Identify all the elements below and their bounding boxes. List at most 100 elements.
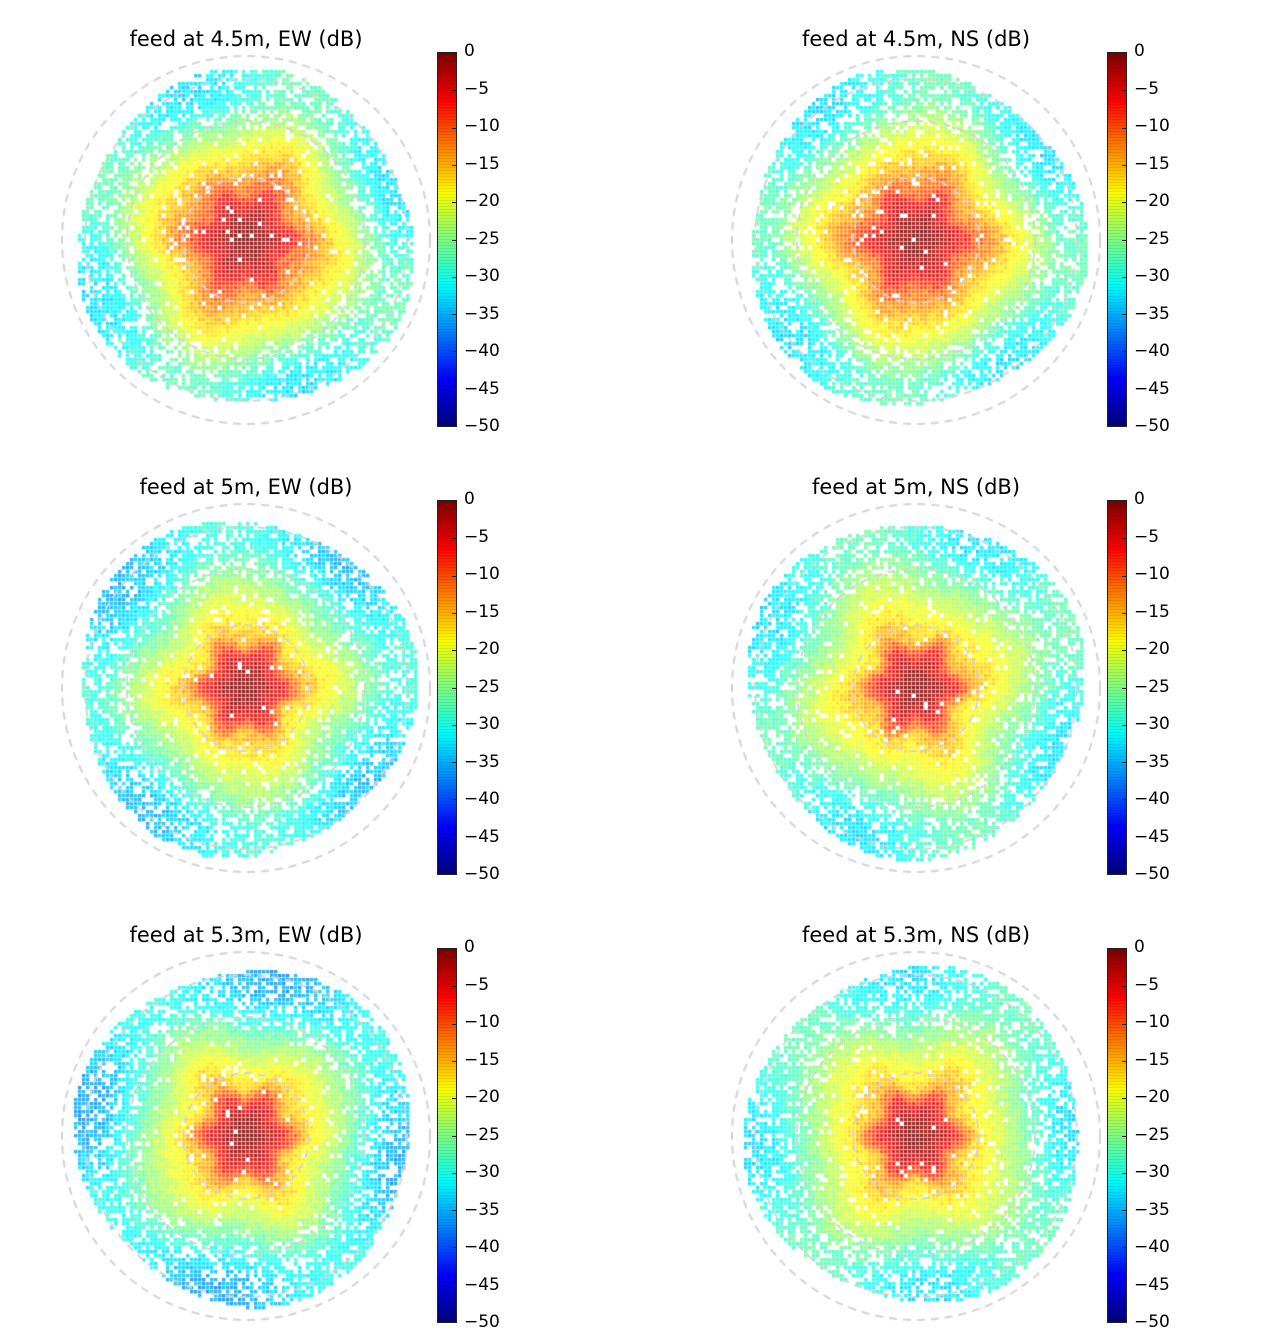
polar-heatmap bbox=[58, 500, 434, 876]
colorbar-tick-label: −10 bbox=[1134, 1012, 1170, 1032]
colorbar-tick-label: −45 bbox=[1134, 826, 1170, 847]
colorbar-tick bbox=[1122, 239, 1126, 241]
colorbar-tick bbox=[452, 762, 456, 764]
colorbar-tick-label: −20 bbox=[1134, 639, 1170, 659]
colorbar-tick bbox=[452, 1210, 456, 1212]
colorbar-tick bbox=[1122, 1172, 1126, 1174]
colorbar-tick-label: −35 bbox=[464, 1199, 500, 1220]
colorbar-tick-label: −10 bbox=[1134, 564, 1170, 584]
colorbar-tick bbox=[452, 426, 456, 427]
colorbar-tick-label: −5 bbox=[464, 974, 490, 995]
colorbar-tick bbox=[1122, 762, 1126, 764]
colorbar bbox=[437, 948, 457, 1323]
colorbar-tick-label: −25 bbox=[464, 1124, 500, 1145]
colorbar-tick bbox=[1122, 164, 1126, 166]
colorbar-tick-label: −25 bbox=[464, 228, 500, 249]
colorbar-tick-label: −45 bbox=[464, 826, 500, 847]
colorbar-tick-label: −45 bbox=[464, 378, 500, 399]
colorbar-tick-label: 0 bbox=[1134, 937, 1145, 957]
colorbar-tick bbox=[452, 650, 456, 652]
colorbar-tick-label: −15 bbox=[1134, 1049, 1170, 1070]
colorbar-tick bbox=[452, 53, 456, 54]
colorbar-tick-label: −50 bbox=[1134, 864, 1170, 884]
colorbar-tick-label: −15 bbox=[464, 1049, 500, 1070]
colorbar-tick-label: −20 bbox=[1134, 1087, 1170, 1107]
colorbar-tick-label: −50 bbox=[1134, 1312, 1170, 1332]
colorbar-tick bbox=[1122, 575, 1126, 577]
colorbar-tick-label: −10 bbox=[464, 116, 500, 136]
subplot-3: feed at 5m, EW (dB) 0 −5 −10 −15 −20 −25 −30 −3… bbox=[0, 448, 560, 896]
polar-heatmap bbox=[58, 948, 434, 1324]
colorbar-tick bbox=[452, 127, 456, 129]
colorbar-tick-label: −15 bbox=[1134, 153, 1170, 174]
colorbar-tick bbox=[452, 836, 456, 838]
subplot-title: feed at 5m, EW (dB) bbox=[139, 475, 353, 499]
colorbar bbox=[1107, 52, 1127, 427]
subplot-title: feed at 5.3m, NS (dB) bbox=[801, 923, 1031, 947]
colorbar-tick-label: −40 bbox=[1134, 789, 1170, 809]
colorbar-tick bbox=[452, 949, 456, 950]
polar-heatmap bbox=[728, 948, 1104, 1324]
colorbar-tick-label: −5 bbox=[1134, 78, 1160, 99]
colorbar-tick-label: −50 bbox=[464, 1312, 500, 1332]
colorbar-tick-label: −35 bbox=[1134, 751, 1170, 772]
colorbar-tick bbox=[452, 202, 456, 204]
colorbar-tick bbox=[1122, 650, 1126, 652]
colorbar-tick bbox=[1122, 53, 1126, 54]
colorbar-tick bbox=[452, 575, 456, 577]
colorbar-tick bbox=[452, 1023, 456, 1025]
colorbar-tick bbox=[452, 986, 456, 988]
colorbar-tick-label: −40 bbox=[464, 1237, 500, 1257]
colorbar-tick bbox=[1122, 276, 1126, 278]
subplot-1: feed at 4.5m, EW (dB) 0 −5 −10 −15 −20 −25 −30… bbox=[0, 0, 560, 448]
colorbar-tick-label: 0 bbox=[464, 41, 475, 61]
subplot-6: feed at 5.3m, NS (dB) 0 −5 −10 −15 −20 −25 −30… bbox=[670, 896, 1230, 1344]
colorbar-tick bbox=[452, 1098, 456, 1100]
colorbar-tick-label: −25 bbox=[1134, 676, 1170, 697]
colorbar-gradient bbox=[438, 949, 456, 1322]
colorbar-tick-label: −50 bbox=[464, 864, 500, 884]
colorbar-gradient bbox=[438, 501, 456, 874]
colorbar-tick bbox=[1122, 949, 1126, 950]
colorbar-tick bbox=[1122, 1210, 1126, 1212]
colorbar-tick bbox=[1122, 687, 1126, 689]
colorbar-tick bbox=[1122, 724, 1126, 726]
colorbar-tick bbox=[452, 501, 456, 502]
colorbar-tick bbox=[1122, 836, 1126, 838]
colorbar-tick bbox=[1122, 799, 1126, 801]
colorbar-gradient bbox=[1108, 949, 1126, 1322]
colorbar-tick-label: −30 bbox=[464, 714, 500, 734]
colorbar-tick bbox=[452, 1135, 456, 1137]
colorbar-tick bbox=[1122, 127, 1126, 129]
colorbar-tick-label: −20 bbox=[464, 639, 500, 659]
colorbar bbox=[437, 500, 457, 875]
polar-heatmap bbox=[728, 500, 1104, 876]
colorbar-tick-label: −5 bbox=[464, 526, 490, 547]
colorbar-tick-label: −45 bbox=[1134, 378, 1170, 399]
colorbar-tick-label: −20 bbox=[1134, 191, 1170, 211]
colorbar-tick-label: −20 bbox=[464, 191, 500, 211]
colorbar bbox=[1107, 948, 1127, 1323]
colorbar-tick bbox=[1122, 986, 1126, 988]
colorbar-tick bbox=[452, 612, 456, 614]
colorbar-tick-label: −30 bbox=[464, 1162, 500, 1182]
colorbar-tick-label: −5 bbox=[1134, 974, 1160, 995]
colorbar-tick bbox=[1122, 90, 1126, 92]
colorbar-tick-label: −20 bbox=[464, 1087, 500, 1107]
colorbar-tick-label: −40 bbox=[464, 341, 500, 361]
colorbar-tick-label: −35 bbox=[1134, 1199, 1170, 1220]
colorbar-tick bbox=[452, 314, 456, 316]
colorbar-tick bbox=[452, 239, 456, 241]
colorbar-tick-label: −25 bbox=[1134, 228, 1170, 249]
colorbar-tick bbox=[452, 276, 456, 278]
subplot-2: feed at 4.5m, NS (dB) 0 −5 −10 −15 −20 −25 −30… bbox=[670, 0, 1230, 448]
subplot-5: feed at 5.3m, EW (dB) 0 −5 −10 −15 −20 −25 −30… bbox=[0, 896, 560, 1344]
colorbar-gradient bbox=[1108, 501, 1126, 874]
colorbar bbox=[437, 52, 457, 427]
colorbar-tick-label: −25 bbox=[1134, 1124, 1170, 1145]
colorbar-tick-label: −50 bbox=[464, 416, 500, 436]
colorbar-tick bbox=[452, 1247, 456, 1249]
polar-heatmap bbox=[58, 52, 434, 428]
subplot-title: feed at 5m, NS (dB) bbox=[811, 475, 1021, 499]
colorbar-tick-label: −25 bbox=[464, 676, 500, 697]
